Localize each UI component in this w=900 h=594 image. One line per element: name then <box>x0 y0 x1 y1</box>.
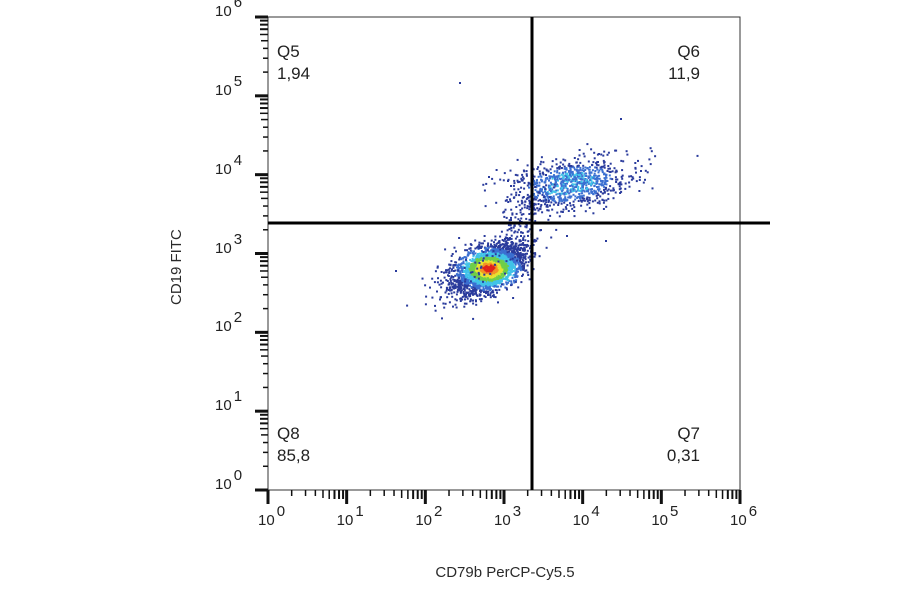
quadrant-value: 11,9 <box>668 64 700 83</box>
y-tick-label: 101 <box>215 388 243 415</box>
quadrant-q7-label: Q7 0,31 <box>640 423 700 467</box>
quadrant-q6-label: Q6 11,9 <box>640 41 700 85</box>
x-tick-label: 101 <box>336 503 364 529</box>
x-axis <box>266 490 742 504</box>
x-tick-label: 104 <box>572 503 600 529</box>
x-tick-label: 103 <box>494 503 522 529</box>
x-tick-label: 100 <box>258 503 286 529</box>
quadrant-name: Q8 <box>277 424 300 443</box>
y-tick-label: 100 <box>215 467 243 493</box>
x-tick-label: 106 <box>730 503 758 529</box>
y-tick-label: 105 <box>215 72 243 99</box>
y-tick-label: 104 <box>215 151 243 178</box>
quadrant-value: 1,94 <box>277 64 311 83</box>
quadrant-value: 0,31 <box>666 446 700 465</box>
scatter-points <box>395 82 699 320</box>
y-tick-label: 102 <box>215 309 243 336</box>
y-tick-label: 106 <box>215 0 243 20</box>
x-tick-label: 105 <box>651 503 679 529</box>
quadrant-name: Q5 <box>277 42 300 61</box>
quadrant-value: 85,8 <box>277 446 311 465</box>
x-axis-title: CD79b PerCP-Cy5.5 <box>435 564 575 581</box>
quadrant-q8-label: Q8 85,8 <box>277 423 310 467</box>
y-tick-label: 103 <box>215 230 243 257</box>
y-axis <box>255 15 268 492</box>
quadrant-name: Q6 <box>677 42 700 61</box>
quadrant-name: Q7 <box>677 424 700 443</box>
y-axis-title: CD19 FITC <box>168 229 185 305</box>
quadrant-q5-label: Q5 1,94 <box>277 41 310 85</box>
x-tick-label: 102 <box>415 503 443 529</box>
